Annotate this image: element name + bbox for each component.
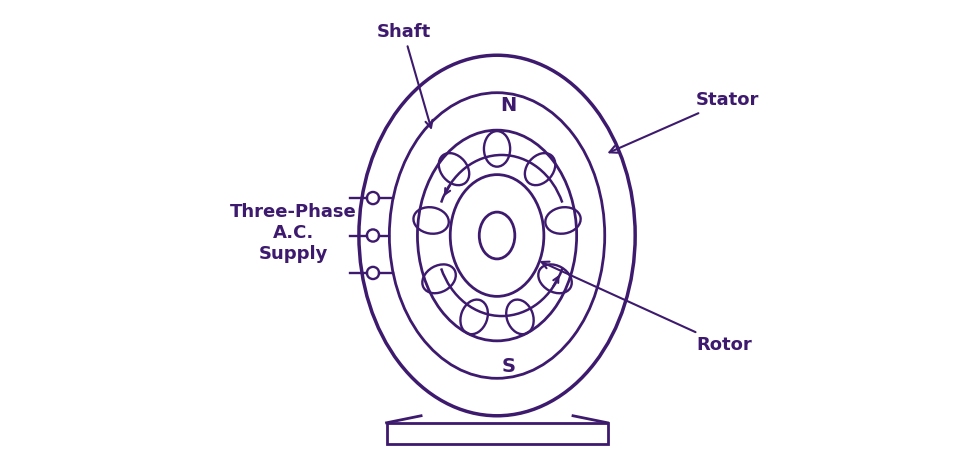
Bar	[386, 423, 608, 444]
Text: N: N	[500, 96, 517, 115]
Text: Shaft: Shaft	[377, 23, 433, 128]
Text: Three-Phase
A.C.
Supply: Three-Phase A.C. Supply	[230, 203, 356, 263]
Text: Stator: Stator	[610, 91, 759, 153]
Text: Rotor: Rotor	[542, 262, 752, 354]
Text: S: S	[501, 357, 516, 376]
